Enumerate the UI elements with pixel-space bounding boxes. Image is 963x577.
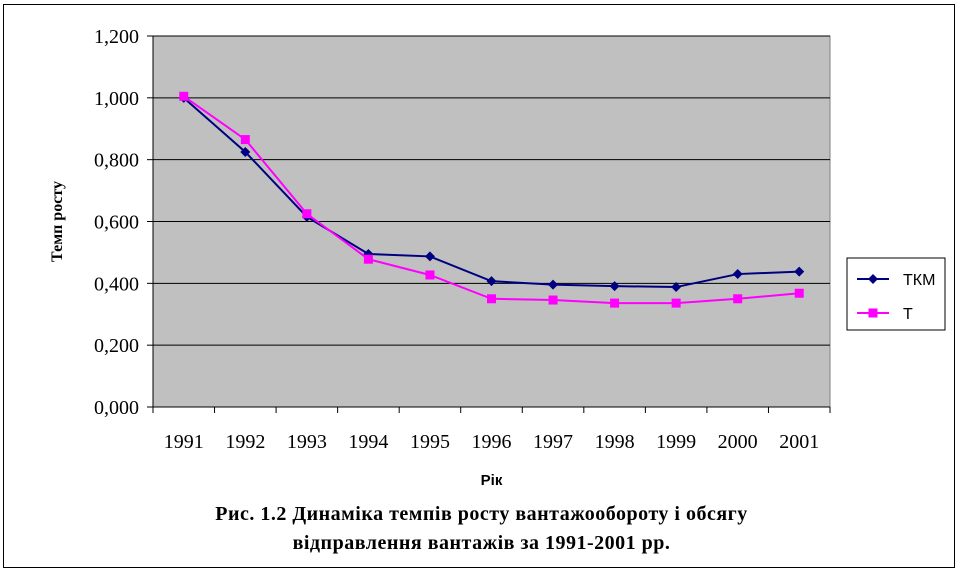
legend-box (846, 257, 946, 331)
data-point (794, 288, 804, 298)
x-tick-label: 2001 (779, 431, 819, 453)
x-axis-label: Рік (481, 472, 503, 489)
data-point (487, 294, 496, 304)
series-group (178, 91, 805, 308)
legend: ТКМ Т (846, 257, 946, 331)
figure-caption-line-1: Рис. 1.2 Динаміка темпів росту вантажооб… (215, 503, 748, 525)
data-point (424, 251, 435, 262)
data-point (363, 254, 373, 264)
x-tick-label: 1996 (472, 431, 512, 453)
data-point (671, 298, 681, 308)
x-tick-label: 1999 (656, 431, 696, 453)
data-point (794, 266, 805, 277)
y-tick-label: 1,200 (94, 26, 139, 48)
legend-marker (868, 308, 878, 318)
x-tick-label: 1993 (287, 431, 327, 453)
data-point (302, 209, 312, 219)
x-tick-label: 1997 (533, 431, 573, 453)
y-tick-label: 0,800 (94, 150, 139, 172)
data-point (240, 135, 250, 145)
data-point (732, 269, 743, 280)
x-tick-label: 1994 (348, 431, 388, 453)
data-point (425, 270, 435, 280)
legend-label: ТКМ (903, 272, 935, 289)
y-tick-label: 0,600 (94, 212, 139, 234)
data-point (240, 146, 251, 157)
legend-marker (868, 274, 878, 284)
y-tick-label: 0,000 (94, 397, 139, 419)
y-tick-label: 0,200 (94, 335, 139, 357)
figure-caption-line-2: відправлення вантажів за 1991-2001 рр. (292, 532, 671, 554)
y-tick-label: 0,400 (94, 273, 139, 295)
y-axis: 0,000 0,200 0,400 0,600 0,800 1,000 1,200 (94, 26, 154, 419)
x-tick-label: 1995 (410, 431, 450, 453)
x-tick-label: 2000 (718, 431, 758, 453)
data-point (609, 281, 620, 292)
data-point (548, 279, 559, 290)
x-tick-label: 1991 (164, 431, 204, 453)
legend-label: Т (903, 306, 913, 323)
y-tick-label: 1,000 (94, 88, 139, 110)
data-point (733, 294, 743, 304)
data-point (671, 282, 682, 293)
data-point (486, 276, 497, 287)
y-axis-label: Темп росту (49, 181, 66, 262)
data-point (610, 298, 620, 308)
x-axis: 1991 1992 1993 1994 1995 1996 1997 1998 1999 2000… (152, 406, 831, 453)
x-tick-label: 1992 (225, 431, 265, 453)
x-tick-label: 1998 (595, 431, 635, 453)
data-point (548, 295, 558, 305)
data-point (179, 91, 189, 101)
